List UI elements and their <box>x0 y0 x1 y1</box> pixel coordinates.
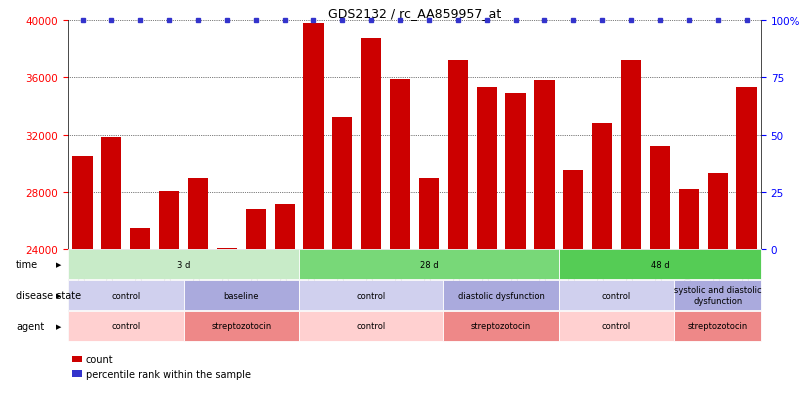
Bar <box>592 124 612 413</box>
Bar <box>448 61 468 413</box>
Bar <box>159 191 179 413</box>
Bar <box>101 138 122 413</box>
Bar <box>477 88 497 413</box>
Text: time: time <box>16 260 38 270</box>
Text: agent: agent <box>16 321 44 331</box>
Bar <box>72 157 93 413</box>
Bar <box>650 147 670 413</box>
Bar <box>246 210 266 413</box>
Bar <box>130 228 151 413</box>
Text: streptozotocin: streptozotocin <box>211 321 272 330</box>
Text: 28 d: 28 d <box>420 260 438 269</box>
Bar <box>707 174 728 413</box>
Text: control: control <box>356 291 386 300</box>
Text: 48 d: 48 d <box>650 260 669 269</box>
Text: control: control <box>602 291 631 300</box>
Bar <box>419 178 439 413</box>
Text: 3 d: 3 d <box>177 260 191 269</box>
Text: ▶: ▶ <box>56 262 61 268</box>
Bar <box>361 39 381 413</box>
Bar <box>304 24 324 413</box>
Bar <box>390 79 410 413</box>
Text: ▶: ▶ <box>56 292 61 298</box>
Bar <box>678 190 699 413</box>
Text: control: control <box>111 291 140 300</box>
Text: systolic and diastolic
dysfunction: systolic and diastolic dysfunction <box>674 286 762 305</box>
Bar <box>621 61 641 413</box>
Bar <box>217 249 237 413</box>
Bar <box>505 94 525 413</box>
Text: control: control <box>356 321 386 330</box>
Title: GDS2132 / rc_AA859957_at: GDS2132 / rc_AA859957_at <box>328 7 501 19</box>
Bar <box>736 88 757 413</box>
Text: count: count <box>86 354 113 364</box>
Text: baseline: baseline <box>223 291 259 300</box>
Text: streptozotocin: streptozotocin <box>687 321 748 330</box>
Text: diastolic dysfunction: diastolic dysfunction <box>457 291 545 300</box>
Text: ▶: ▶ <box>56 323 61 329</box>
Bar <box>534 81 554 413</box>
Bar <box>188 178 208 413</box>
Text: disease state: disease state <box>16 290 81 300</box>
Bar <box>275 204 295 413</box>
Text: streptozotocin: streptozotocin <box>471 321 531 330</box>
Text: control: control <box>602 321 631 330</box>
Text: control: control <box>111 321 140 330</box>
Bar <box>563 171 583 413</box>
Text: percentile rank within the sample: percentile rank within the sample <box>86 369 251 379</box>
Bar <box>332 118 352 413</box>
